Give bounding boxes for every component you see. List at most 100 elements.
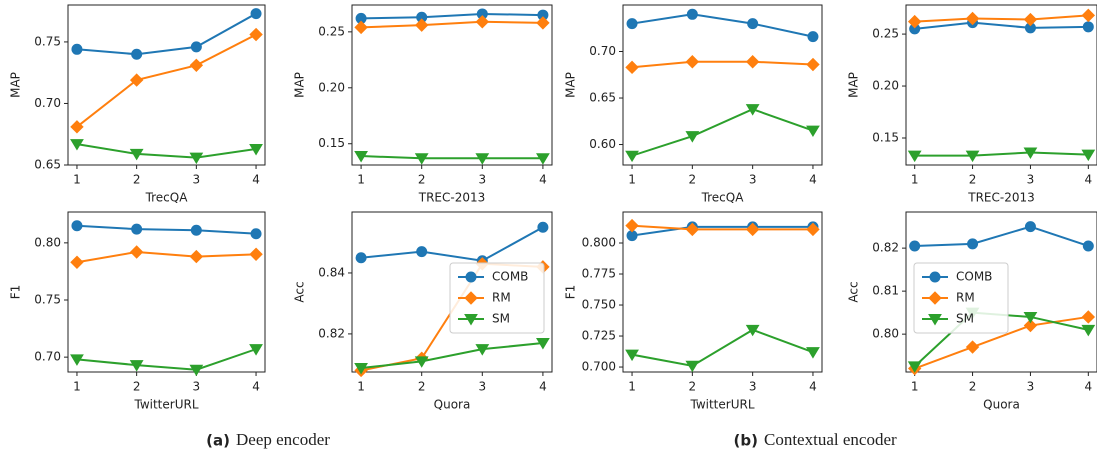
marker (965, 11, 980, 26)
series-line (360, 226, 544, 262)
marker (250, 8, 262, 20)
legend-marker (929, 271, 941, 283)
x-tick-label: 2 (133, 173, 141, 187)
x-tick-label: 4 (539, 380, 547, 394)
marker (806, 125, 820, 138)
marker (907, 150, 922, 163)
marker (625, 349, 639, 362)
marker (1024, 221, 1036, 233)
x-tick-label: 1 (357, 173, 365, 187)
x-axis-label: TrecQA (701, 191, 745, 205)
legend-label: RM (492, 291, 511, 305)
marker (414, 153, 429, 165)
legend-label: SM (956, 312, 974, 326)
caption-text: Contextual encoder (764, 430, 897, 449)
x-tick-label: 3 (478, 173, 486, 187)
x-tick-label: 1 (73, 173, 81, 187)
x-tick-label: 2 (689, 380, 697, 394)
marker (70, 120, 84, 134)
x-axis-label: TREC-2013 (967, 191, 1035, 205)
marker (131, 48, 143, 60)
x-tick-label: 2 (133, 380, 141, 394)
marker (625, 218, 639, 233)
x-tick-label: 3 (478, 380, 486, 394)
marker (685, 222, 700, 237)
marker (965, 340, 980, 354)
legend-label: SM (492, 312, 510, 326)
y-tick-label: 0.75 (34, 34, 61, 48)
plot-frame (622, 211, 823, 373)
marker (685, 131, 700, 143)
plot-frame (351, 4, 553, 166)
y-axis-label: MAP (9, 72, 23, 98)
marker (1082, 240, 1094, 252)
marker (70, 354, 84, 366)
series-line (361, 155, 543, 160)
marker (745, 222, 760, 237)
legend-marker (464, 314, 478, 326)
marker (685, 360, 700, 373)
marker (414, 356, 429, 368)
series-line (360, 342, 544, 370)
x-tick-label: 1 (357, 380, 365, 394)
marker (249, 27, 263, 42)
series-line (361, 12, 543, 20)
y-tick-label: 0.700 (582, 360, 616, 374)
marker (475, 15, 490, 29)
marker (536, 16, 550, 30)
y-tick-label: 0.15 (318, 136, 345, 150)
marker (129, 360, 144, 372)
marker (745, 104, 760, 116)
x-tick-label: 2 (418, 173, 426, 187)
series-line (631, 225, 813, 237)
marker (190, 224, 202, 236)
y-tick-label: 0.75 (34, 293, 61, 307)
marker (536, 153, 550, 165)
series-line (631, 328, 814, 367)
x-tick-label: 4 (1084, 173, 1092, 187)
plot-frame (67, 4, 266, 166)
marker (1081, 149, 1096, 162)
marker (1023, 311, 1038, 324)
marker (129, 73, 144, 87)
series-line (914, 21, 1089, 30)
x-tick-label: 4 (1084, 380, 1092, 394)
caption-label: (b) (734, 432, 758, 450)
y-tick-label: 0.82 (318, 326, 345, 340)
legend-marker (464, 291, 478, 305)
series-line (914, 14, 1089, 23)
x-axis-label: TREC-2013 (418, 191, 486, 205)
marker (189, 152, 204, 165)
marker (189, 364, 204, 377)
plot-frame (67, 211, 266, 373)
y-tick-label: 0.70 (589, 44, 616, 58)
y-tick-label: 0.25 (318, 24, 345, 38)
marker (909, 240, 921, 252)
marker (907, 14, 922, 29)
x-tick-label: 3 (193, 173, 201, 187)
y-axis-label: MAP (293, 72, 307, 98)
marker (249, 144, 263, 156)
series-line (631, 13, 814, 38)
x-tick-label: 2 (689, 173, 697, 187)
y-axis-label: Acc (293, 281, 307, 302)
series-line (76, 12, 257, 56)
x-tick-label: 3 (749, 173, 757, 187)
legend-label: RM (956, 291, 975, 305)
y-tick-label: 0.70 (34, 350, 61, 364)
x-tick-label: 4 (539, 173, 547, 187)
y-tick-label: 0.65 (589, 91, 616, 105)
x-tick-label: 4 (809, 173, 817, 187)
x-axis-label: TrecQA (145, 191, 189, 205)
marker (249, 344, 263, 356)
y-tick-label: 0.15 (872, 130, 899, 144)
marker (745, 324, 760, 337)
marker (71, 43, 83, 55)
marker (745, 55, 760, 69)
marker (907, 361, 922, 373)
y-axis-label: F1 (9, 285, 23, 300)
marker (414, 18, 429, 32)
x-tick-label: 3 (1027, 173, 1035, 187)
x-tick-label: 1 (628, 173, 636, 187)
legend-marker (465, 271, 477, 283)
